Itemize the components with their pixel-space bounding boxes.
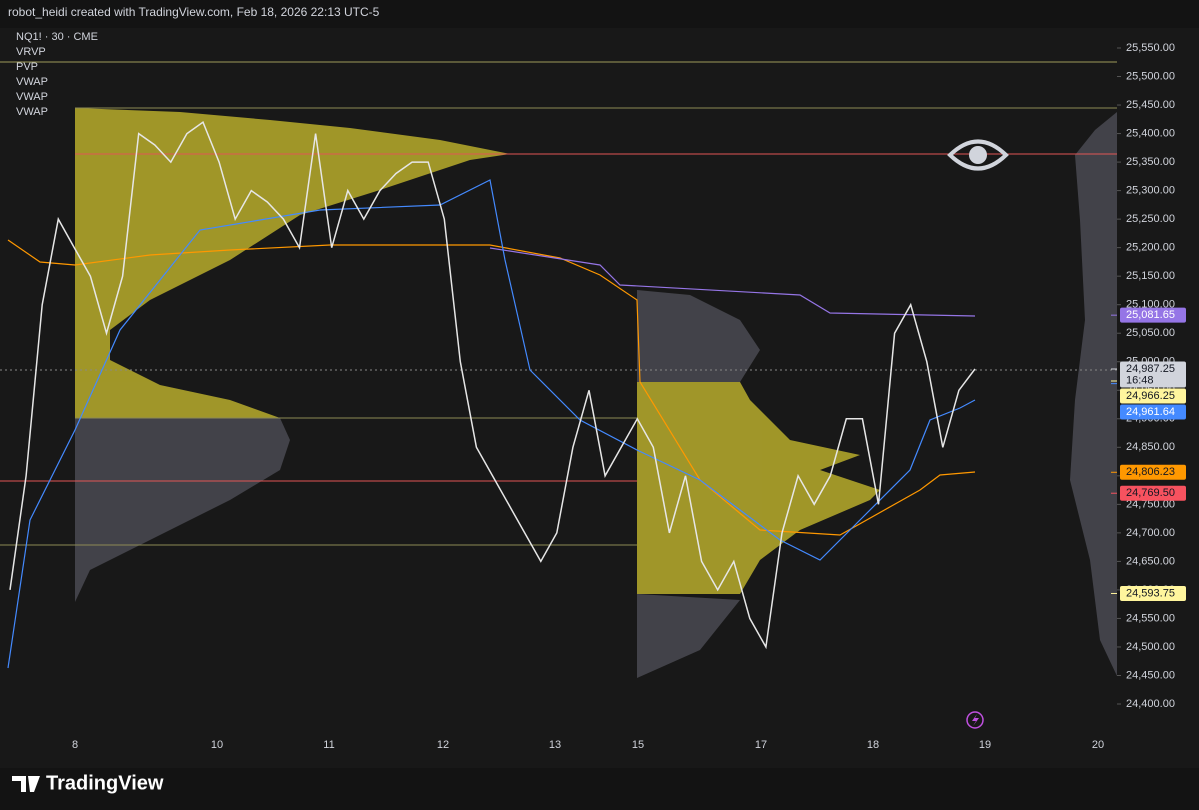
y-tick-label: 24,550.00 [1126,612,1175,624]
y-tick-label: 24,650.00 [1126,555,1175,567]
y-tick-label: 25,550.00 [1126,42,1175,54]
legend-item: VRVP [16,46,46,58]
x-tick-label: 20 [1092,739,1104,751]
y-tick-label: 25,350.00 [1126,156,1175,168]
x-tick-label: 19 [979,739,991,751]
y-tick-label: 24,850.00 [1126,441,1175,453]
y-tick-label: 25,200.00 [1126,242,1175,254]
eye-icon[interactable] [947,139,1009,171]
price-label-box [1120,388,1186,404]
price-label: 25,081.65 [1126,309,1175,321]
y-tick-label: 25,400.00 [1126,127,1175,139]
legend-item: VWAP [16,106,48,118]
legend-symbol: NQ1! · 30 · CME [16,31,98,43]
price-label: 24,987.25 [1126,363,1175,375]
price-label: 24,961.64 [1126,406,1175,418]
credit: robot_heidi created with TradingView.com… [8,5,380,19]
y-tick-label: 25,150.00 [1126,270,1175,282]
y-tick-label: 25,050.00 [1126,327,1175,339]
y-tick-label: 24,500.00 [1126,641,1175,653]
footer-logo: TradingView [12,772,164,794]
price-label-box [1120,585,1186,601]
legend: NQ1! · 30 · CME VRVP PVP VWAP VWAP VWAP [16,31,98,118]
price-label: 24,806.23 [1126,466,1175,478]
y-tick-label: 25,300.00 [1126,185,1175,197]
price-label-box [1120,307,1186,323]
x-tick-label: 10 [211,739,223,751]
price-label-box [1120,361,1186,388]
price-label: 24,966.25 [1126,390,1175,402]
x-tick-label: 17 [755,739,767,751]
alert-icon[interactable] [966,711,984,729]
brand: TradingView [46,772,164,794]
y-tick-label: 25,500.00 [1126,70,1175,82]
x-tick-label: 18 [867,739,879,751]
price-label-box [1120,485,1186,501]
price-label-box [1120,464,1186,480]
y-tick-label: 25,250.00 [1126,213,1175,225]
y-tick-label: 24,700.00 [1126,527,1175,539]
x-tick-label: 13 [549,739,561,751]
price-line [9,121,976,650]
price-label: 24,593.75 [1126,587,1175,599]
x-tick-label: 12 [437,739,449,751]
price-countdown: 16:48 [1126,374,1154,386]
reference-lines [0,61,1117,546]
x-tick-label: 15 [632,739,644,751]
legend-item: PVP [16,61,38,73]
y-tick-label: 24,450.00 [1126,669,1175,681]
price-label: 24,769.50 [1126,487,1175,499]
price-label-box [1120,404,1186,420]
legend-item: VWAP [16,76,48,88]
y-tick-label: 25,100.00 [1126,299,1175,311]
x-tick-label: 11 [323,739,334,751]
x-tick-label: 8 [72,739,78,751]
y-tick-label: 24,400.00 [1126,698,1175,710]
legend-item: VWAP [16,91,48,103]
y-tick-label: 25,450.00 [1126,99,1175,111]
y-tick-label: 24,750.00 [1126,498,1175,510]
